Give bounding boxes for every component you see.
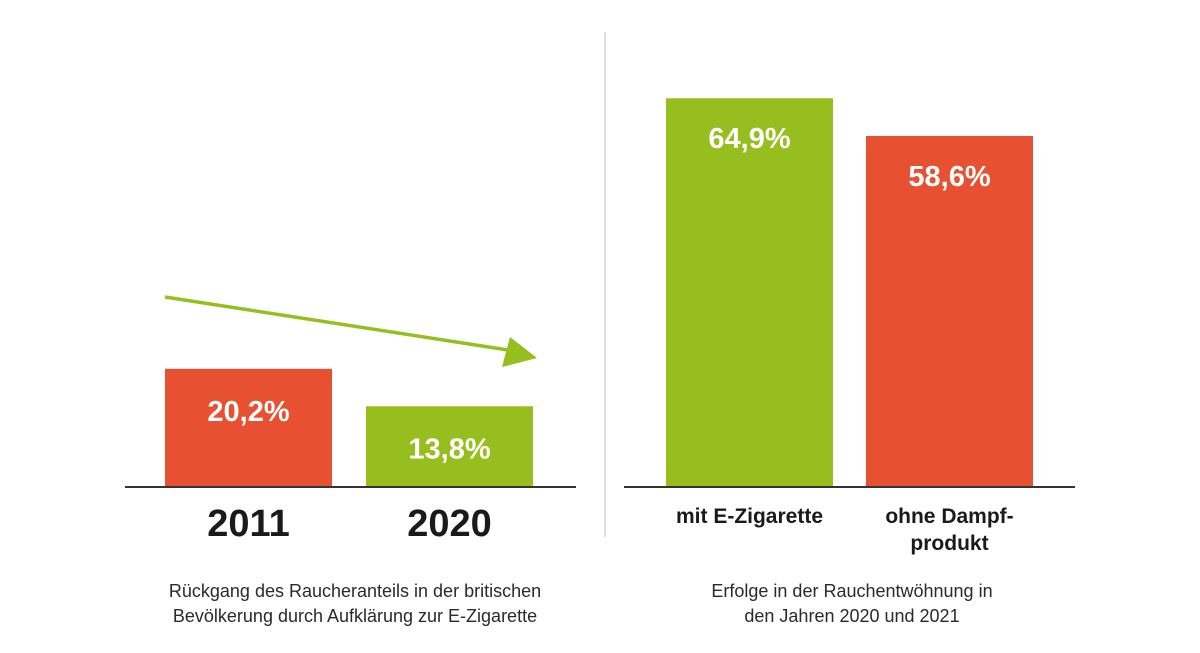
bar-value-label: 64,9%: [708, 123, 790, 155]
category-label: 2011: [207, 503, 289, 545]
bar-2011: [165, 368, 332, 487]
left-chart: 20,2% 2011 13,8% 2020: [125, 295, 576, 545]
category-label: 2020: [407, 503, 492, 545]
right-chart-caption: Erfolge in der Rauchentwöhnung in den Ja…: [622, 579, 1082, 629]
caption-line: Rückgang des Raucheranteils in der briti…: [168, 581, 542, 601]
bar-2020: [366, 406, 533, 487]
right-chart: 64,9% mit E-Zigarette 58,6% ohne Dampf-prod…: [624, 98, 1075, 555]
category-label: mit E-Zigarette: [676, 505, 823, 528]
trend-arrow-head-icon: [502, 337, 537, 367]
bar-value-label: 13,8%: [408, 433, 490, 465]
bar-category-1: [666, 98, 833, 488]
left-chart-caption: Rückgang des Raucheranteils in der briti…: [125, 579, 585, 629]
caption-line: Erfolge in der Rauchentwöhnung in: [711, 581, 993, 601]
category-label: ohne Dampf-: [885, 505, 1013, 528]
caption-line: den Jahren 2020 und 2021: [744, 606, 960, 626]
bar-category-2: [866, 135, 1033, 487]
bar-value-label: 58,6%: [908, 161, 990, 193]
caption-line: Bevölkerung durch Aufklärung zur E-Zigar…: [172, 606, 538, 626]
trend-arrow-shaft: [164, 295, 509, 352]
category-label: produkt: [910, 532, 988, 555]
bar-value-label: 20,2%: [207, 396, 289, 428]
